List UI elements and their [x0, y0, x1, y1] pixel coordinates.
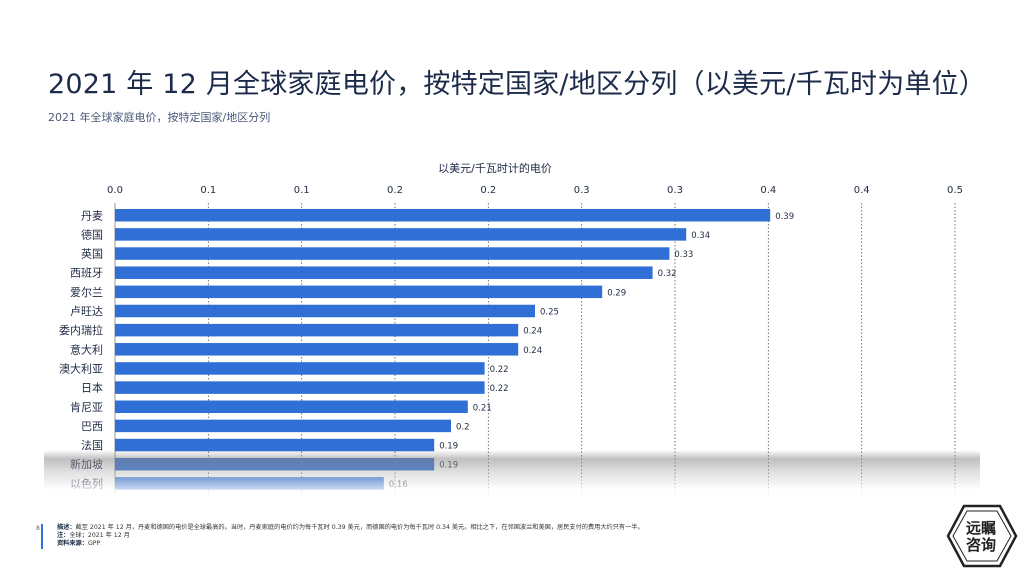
- bar-value-label: 0.16: [389, 480, 408, 490]
- category-label: 法国: [81, 438, 103, 452]
- bar-value-label: 0.21: [473, 403, 492, 413]
- category-label: 新加坡: [70, 457, 103, 471]
- logo-text: 远瞩 咨询: [965, 519, 996, 554]
- bar: [115, 457, 435, 471]
- bar: [115, 438, 435, 452]
- footer-note: 注：全球；2021 年 12 月: [57, 532, 130, 540]
- bar: [115, 419, 451, 433]
- bar: [115, 266, 653, 279]
- bar: [115, 400, 468, 413]
- bar: [115, 362, 485, 375]
- category-label: 意大利: [70, 342, 103, 356]
- x-tick-label: 0.5: [947, 185, 963, 196]
- x-tick-label: 0.3: [574, 185, 590, 196]
- x-tick-label: 0.1: [294, 185, 310, 196]
- category-label: 日本: [81, 381, 103, 395]
- x-tick-label: 0.3: [667, 185, 683, 196]
- category-label: 以色列: [70, 476, 103, 490]
- x-tick-label: 0.4: [854, 185, 870, 196]
- page-number: 8: [36, 525, 40, 532]
- footer-source: 资料来源：GPP: [57, 540, 101, 548]
- bar-value-label: 0.29: [607, 288, 626, 298]
- bar: [115, 247, 670, 260]
- bar-value-label: 0.22: [490, 365, 509, 375]
- bar: [115, 343, 519, 356]
- bar-value-label: 0.39: [775, 212, 794, 222]
- x-tick-label: 0.2: [480, 185, 496, 196]
- bar-value-label: 0.24: [523, 327, 542, 337]
- x-tick-label: 0.0: [107, 185, 123, 196]
- bar: [115, 228, 687, 241]
- bar: [115, 285, 603, 299]
- bar: [115, 209, 771, 222]
- category-label: 丹麦: [81, 209, 103, 222]
- page-title: 2021 年 12 月全球家庭电价，按特定国家/地区分列（以美元/千瓦时为单位）: [48, 69, 987, 100]
- page-subtitle: 2021 年全球家庭电价，按特定国家/地区分列: [48, 111, 271, 124]
- x-tick-label: 0.4: [760, 185, 776, 196]
- bar: [115, 381, 485, 394]
- category-label: 委内瑞拉: [59, 323, 103, 337]
- company-logo: [946, 504, 1018, 568]
- footer-description: 描述：截至 2021 年 12 月，丹麦和德国的电价是全球最高的。当时，丹麦家庭…: [57, 524, 644, 531]
- bar-value-label: 0.34: [691, 231, 710, 241]
- category-label: 爱尔兰: [70, 286, 103, 299]
- bar-chart: 以美元/千瓦时计的电价 0.0 0.1 0.1 0.2 0.2 0.3 0.3 0.4 0.4 0.…: [59, 161, 963, 495]
- bar-value-label: 0.33: [674, 250, 693, 260]
- bar-value-label: 0.25: [540, 308, 559, 318]
- category-label: 英国: [81, 247, 103, 261]
- x-tick-label: 0.2: [387, 185, 403, 196]
- bar: [115, 304, 535, 318]
- category-label: 西班牙: [70, 267, 103, 280]
- bar-value-label: 0.19: [439, 461, 458, 471]
- bar: [115, 323, 519, 337]
- bar-value-label: 0.19: [439, 442, 458, 452]
- bar-value-label: 0.2: [456, 422, 470, 432]
- category-label: 巴西: [81, 420, 103, 433]
- category-label: 澳大利亚: [59, 361, 103, 375]
- category-label: 德国: [81, 227, 103, 241]
- x-tick-label: 0.1: [200, 185, 216, 196]
- bar-value-label: 0.32: [658, 269, 677, 279]
- bar: [115, 477, 384, 490]
- bar-value-label: 0.24: [523, 346, 542, 356]
- category-label: 肯尼亚: [70, 401, 103, 414]
- bar-value-label: 0.22: [490, 384, 509, 394]
- x-axis-label: 以美元/千瓦时计的电价: [438, 161, 552, 175]
- footer-notes: 描述：截至 2021 年 12 月，丹麦和德国的电价是全球最高的。当时，丹麦家庭…: [41, 524, 777, 549]
- category-label: 卢旺达: [70, 305, 103, 318]
